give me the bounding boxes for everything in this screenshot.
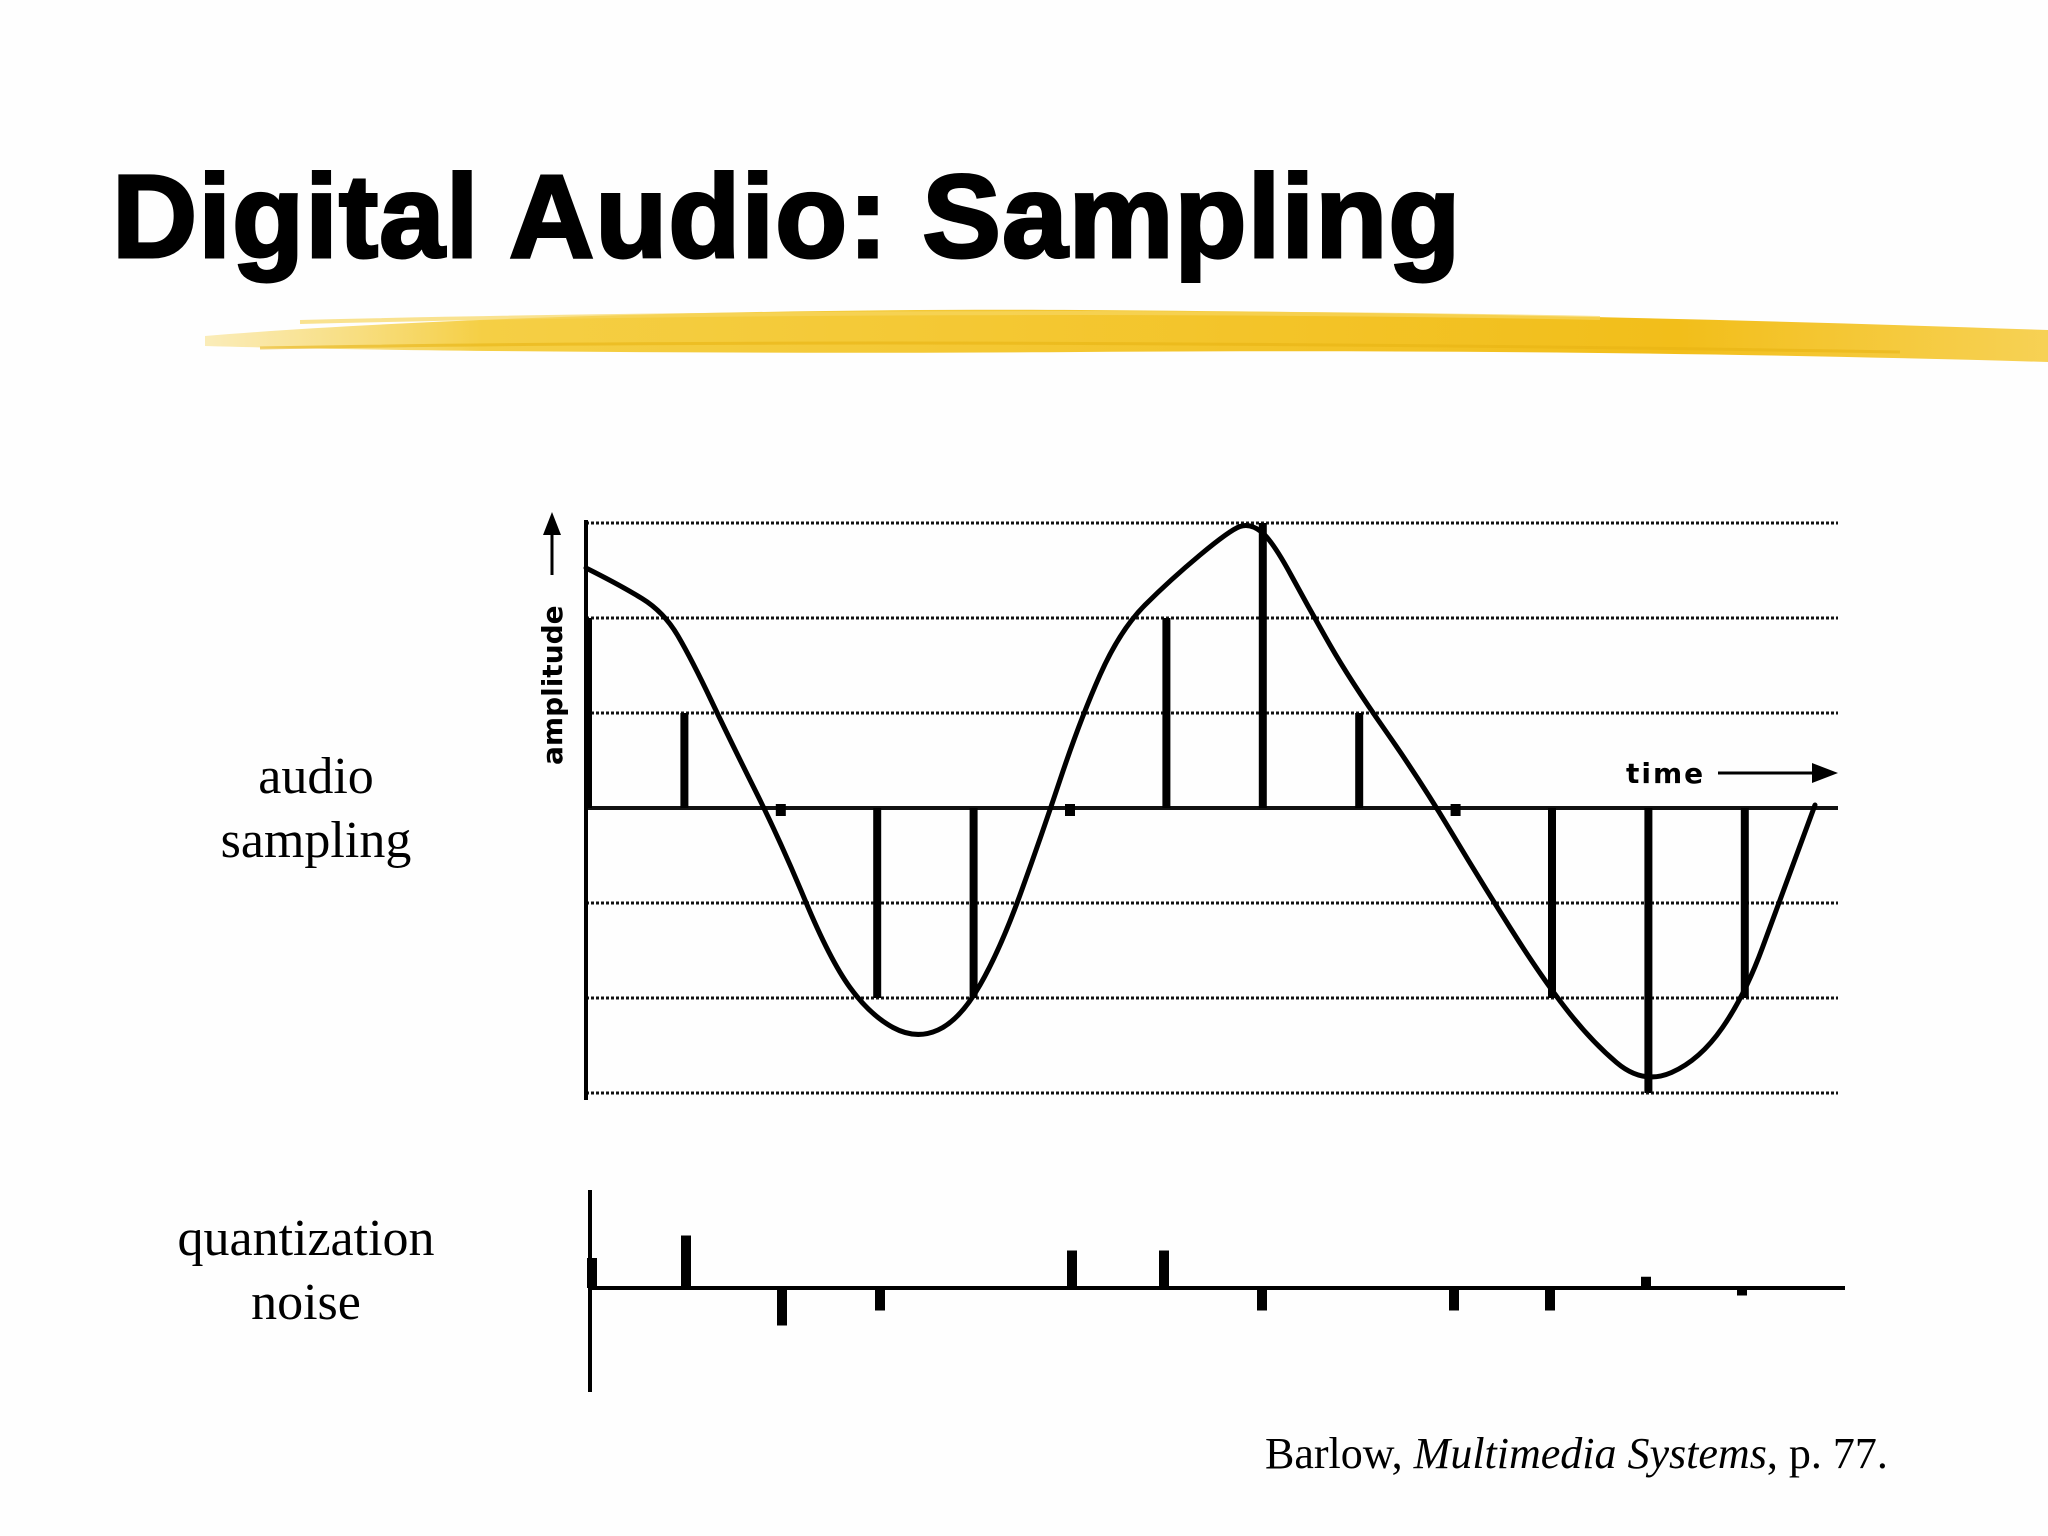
time-axis-label: time (1626, 757, 1705, 790)
audio-label-line1: audio (258, 748, 374, 805)
audio-label-line2: sampling (220, 812, 412, 869)
sample-bar (1450, 804, 1461, 816)
audio-sampling-label: audio sampling (196, 745, 436, 873)
noise-bars (587, 1190, 1845, 1392)
amplitude-arrow-icon (543, 512, 561, 535)
amplitude-axis-label-group: amplitude (536, 605, 569, 765)
sample-bars (584, 523, 1749, 1093)
citation-page: , p. 77. (1766, 1429, 1888, 1478)
sample-bar (1065, 804, 1075, 816)
diagram-axes (543, 512, 1838, 1100)
page-title: Digital Audio: Sampling (110, 151, 1462, 283)
quantization-noise-label: quantization noise (156, 1207, 456, 1335)
waveform-curve (583, 523, 1818, 1080)
noise-label-line1: quantization (177, 1210, 435, 1267)
title-underline (205, 309, 2048, 362)
noise-label-line2: noise (251, 1274, 361, 1331)
amplitude-axis-label: amplitude (536, 605, 569, 765)
quantization-grid (586, 521, 1838, 1095)
citation: Barlow, Multimedia Systems, p. 77. (1265, 1428, 1888, 1479)
citation-author: Barlow, (1265, 1429, 1414, 1478)
citation-book: Multimedia Systems (1413, 1429, 1767, 1478)
sample-bar (775, 804, 786, 816)
time-arrow-icon (1812, 763, 1838, 783)
analog-waveform (583, 523, 1818, 1080)
